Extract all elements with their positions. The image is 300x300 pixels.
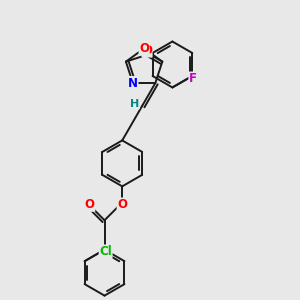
Text: O: O — [142, 44, 152, 57]
Text: O: O — [117, 198, 127, 211]
Text: F: F — [189, 72, 197, 85]
Text: O: O — [139, 42, 149, 55]
Text: O: O — [85, 198, 95, 211]
Text: N: N — [128, 76, 138, 89]
Text: H: H — [130, 99, 140, 109]
Text: Cl: Cl — [99, 245, 112, 258]
